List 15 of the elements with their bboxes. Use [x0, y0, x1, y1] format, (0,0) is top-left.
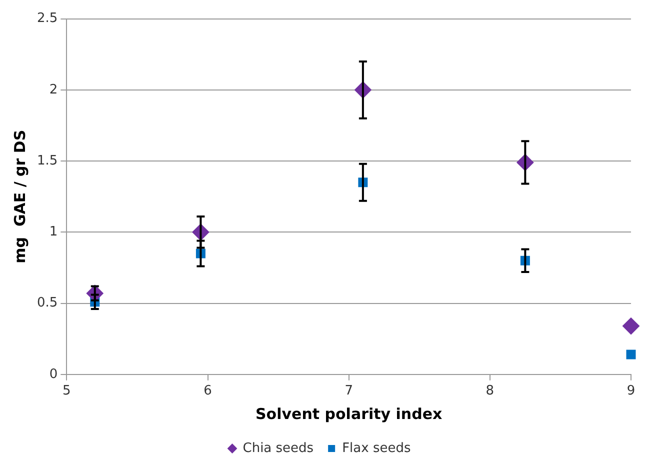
- y-tick-label: 2.5: [36, 11, 58, 26]
- y-tick-label: 1.5: [36, 153, 58, 168]
- y-axis-title: mg GAE / gr DS: [10, 130, 29, 264]
- x-tick-label: 8: [486, 384, 494, 399]
- x-tick-label: 9: [626, 384, 636, 399]
- x-tick-label: 5: [62, 384, 71, 399]
- y-tick-label: 0.5: [36, 296, 58, 311]
- x-axis-title: Solvent polarity index: [255, 404, 443, 423]
- y-tick-label: 2: [49, 82, 58, 98]
- x-tick-label: 6: [204, 384, 212, 399]
- legend-label: Chia seeds: [242, 440, 314, 456]
- y-tick-label: 0: [49, 366, 58, 382]
- y-tick-label: 1: [49, 224, 58, 240]
- x-tick-label: 7: [344, 384, 353, 399]
- legend-label: Flax seeds: [342, 440, 411, 456]
